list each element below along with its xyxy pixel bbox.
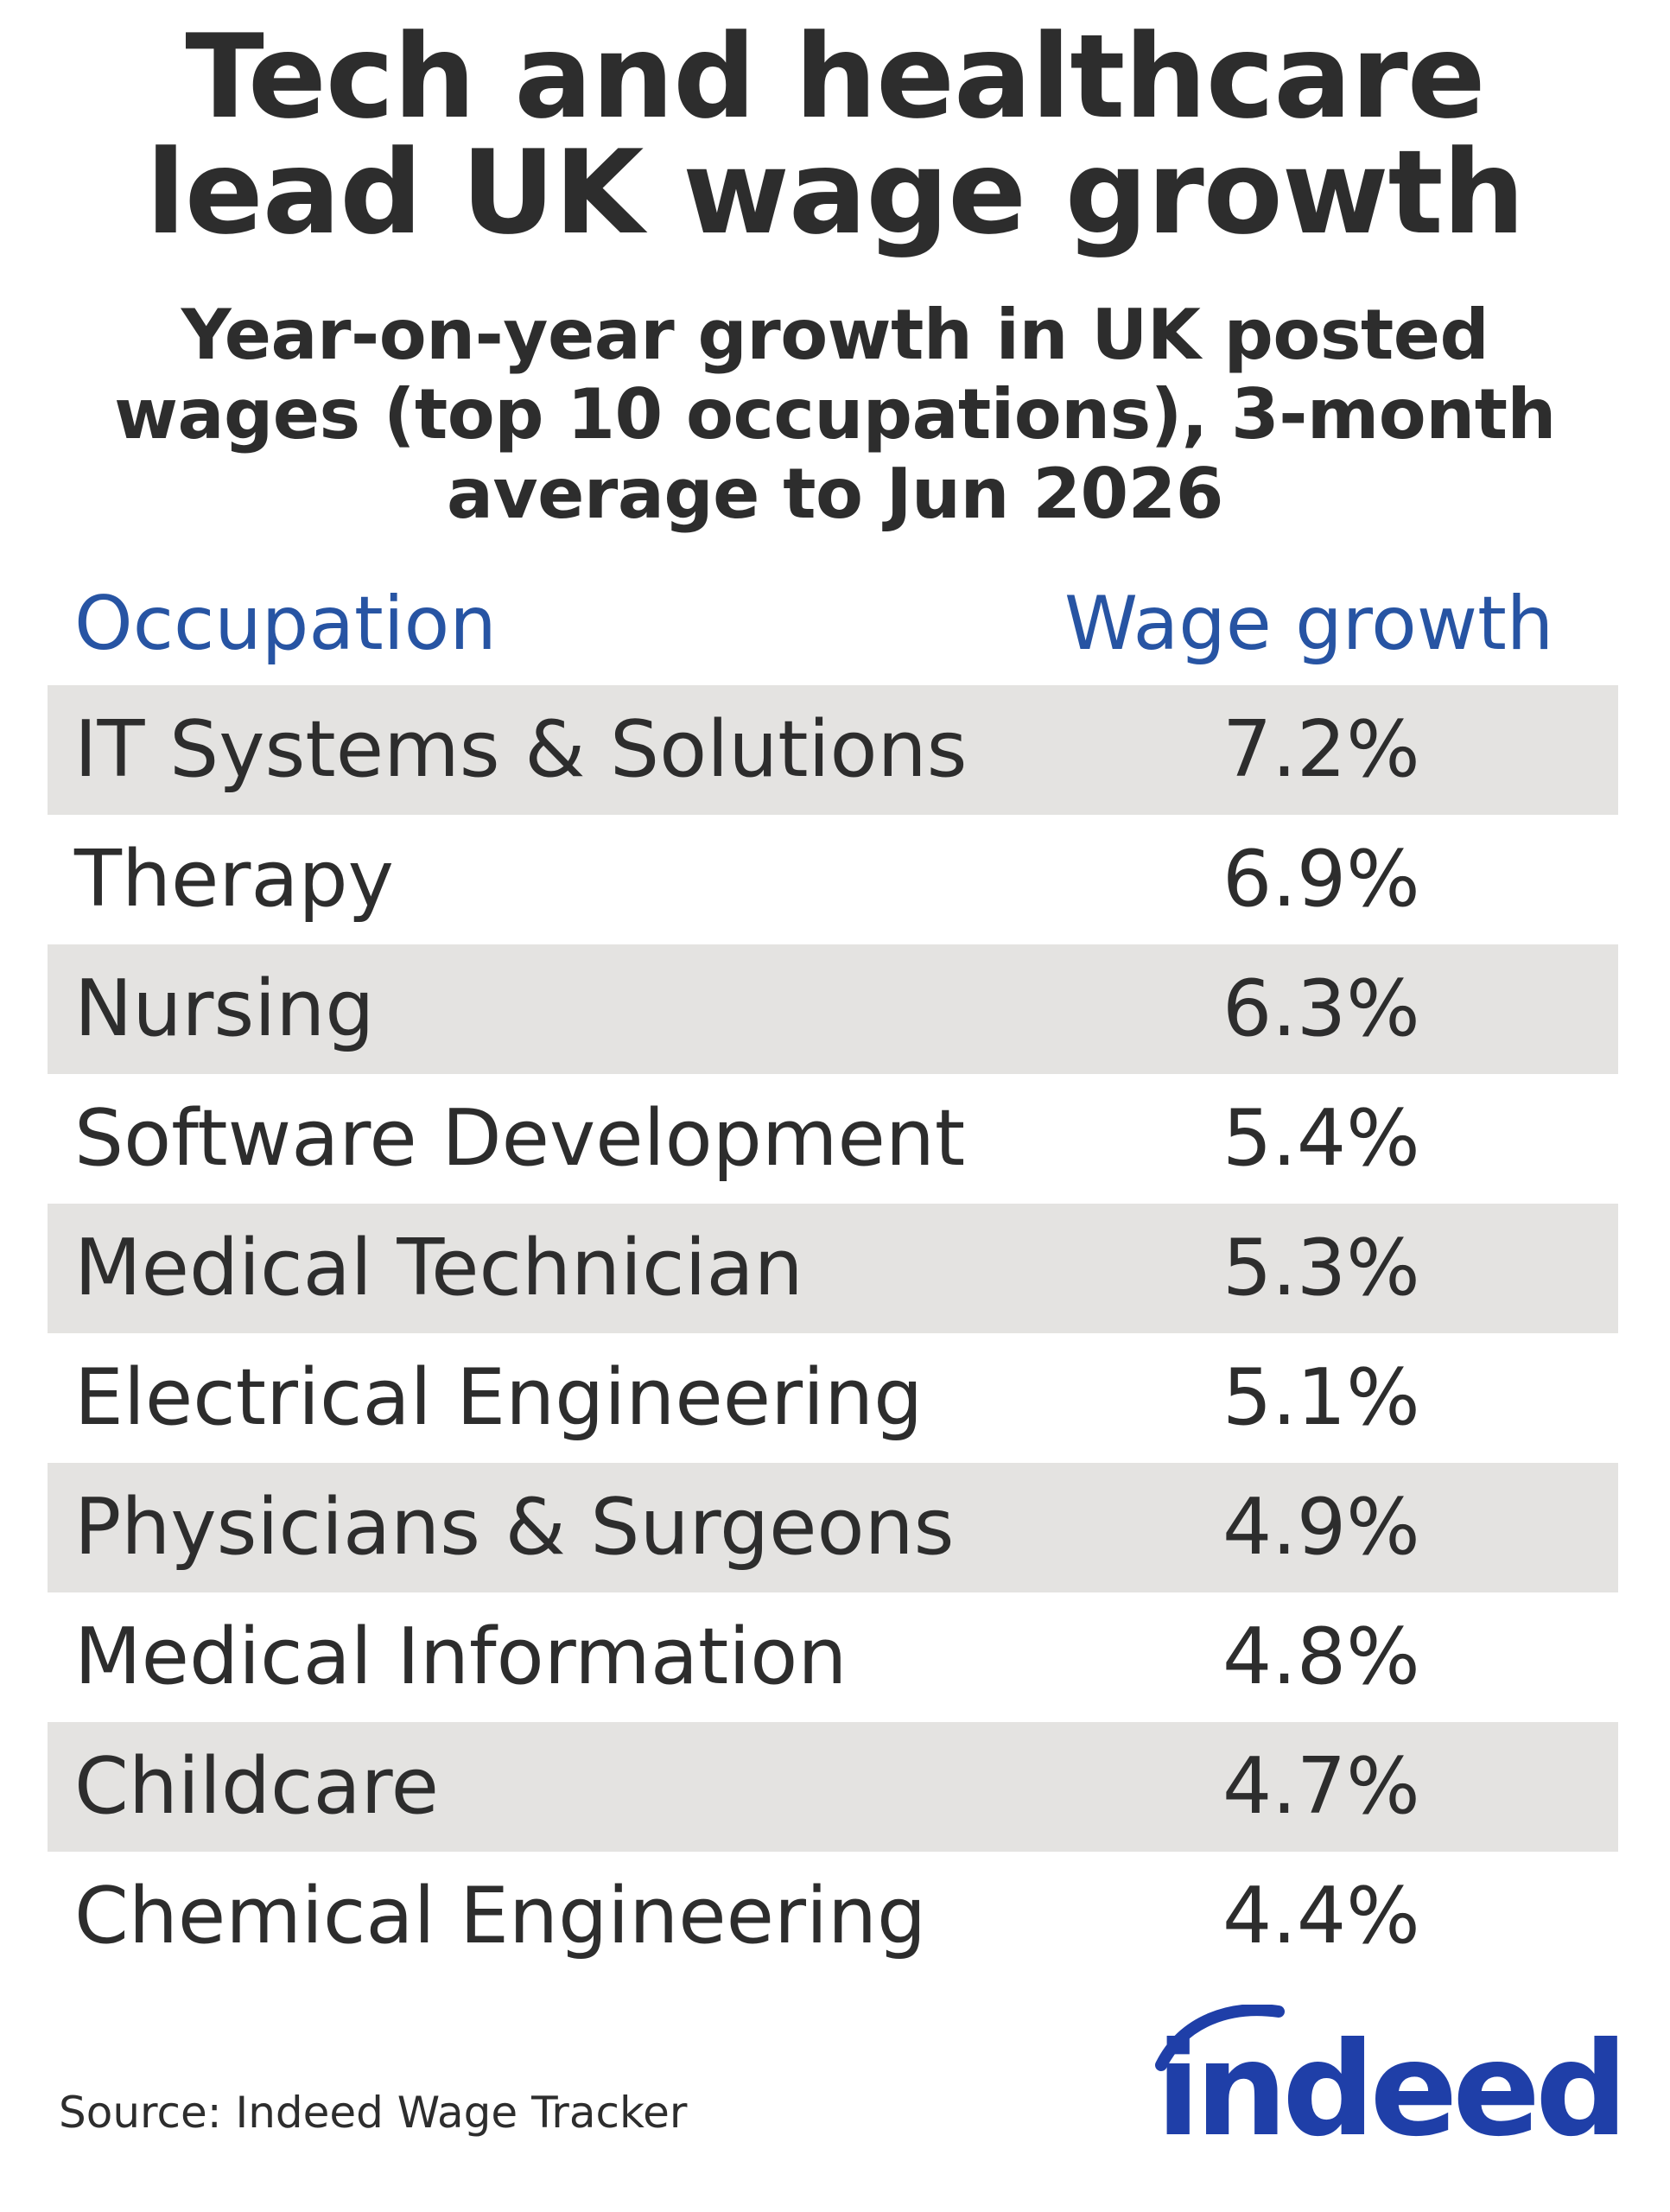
chart-title: Tech and healthcare lead UK wage growth [0, 19, 1670, 251]
column-header-wage-growth: Wage growth [1064, 581, 1554, 667]
indeed-logo-arc-icon [1155, 2005, 1285, 2071]
title-line-1: Tech and healthcare [185, 10, 1485, 144]
source-note: Source: Indeed Wage Tracker [59, 2088, 688, 2138]
wage-growth-cell: 6.3% [1222, 963, 1420, 1054]
occupation-cell: Electrical Engineering [74, 1352, 924, 1443]
occupation-cell: Chemical Engineering [74, 1871, 927, 1961]
wage-growth-cell: 6.9% [1222, 834, 1420, 925]
occupation-cell: Nursing [74, 963, 375, 1054]
subtitle-line-2: wages (top 10 occupations), 3-month [114, 374, 1556, 454]
occupation-cell: Childcare [74, 1741, 440, 1832]
column-header-occupation: Occupation [74, 581, 497, 667]
table-row: Physicians & Surgeons 4.9% [48, 1463, 1618, 1592]
subtitle-line-3: average to Jun 2026 [447, 454, 1223, 534]
wage-growth-cell: 4.8% [1222, 1611, 1420, 1702]
table-row: Medical Technician 5.3% [48, 1204, 1618, 1333]
title-line-2: lead UK wage growth [145, 125, 1525, 260]
wage-growth-cell: 5.4% [1222, 1093, 1420, 1184]
table-row: Medical Information 4.8% [48, 1592, 1618, 1722]
occupation-cell: IT Systems & Solutions [74, 704, 968, 795]
table-row: Therapy 6.9% [48, 815, 1618, 944]
table-row: Nursing 6.3% [48, 944, 1618, 1074]
table-row: Childcare 4.7% [48, 1722, 1618, 1852]
wage-growth-cell: 7.2% [1222, 704, 1420, 795]
chart-subtitle: Year-on-year growth in UK posted wages (… [0, 296, 1670, 534]
occupation-cell: Physicians & Surgeons [74, 1482, 955, 1573]
table-row: IT Systems & Solutions 7.2% [48, 685, 1618, 815]
occupation-cell: Software Development [74, 1093, 966, 1184]
subtitle-line-1: Year-on-year growth in UK posted [181, 295, 1489, 375]
wage-growth-cell: 5.1% [1222, 1352, 1420, 1443]
occupation-cell: Therapy [74, 834, 394, 925]
wage-growth-cell: 4.9% [1222, 1482, 1420, 1573]
wage-growth-cell: 5.3% [1222, 1223, 1420, 1313]
wage-growth-cell: 4.7% [1222, 1741, 1420, 1832]
wage-growth-cell: 4.4% [1222, 1871, 1420, 1961]
table-row: Software Development 5.4% [48, 1074, 1618, 1204]
occupation-cell: Medical Technician [74, 1223, 803, 1313]
wage-growth-table: IT Systems & Solutions 7.2% Therapy 6.9% Nur… [48, 685, 1618, 1981]
occupation-cell: Medical Information [74, 1611, 848, 1702]
table-row: Chemical Engineering 4.4% [48, 1852, 1618, 1981]
table-row: Electrical Engineering 5.1% [48, 1333, 1618, 1463]
indeed-logo-wordmark: indeed [1156, 2015, 1622, 2143]
indeed-logo: indeed [1155, 2005, 1628, 2143]
